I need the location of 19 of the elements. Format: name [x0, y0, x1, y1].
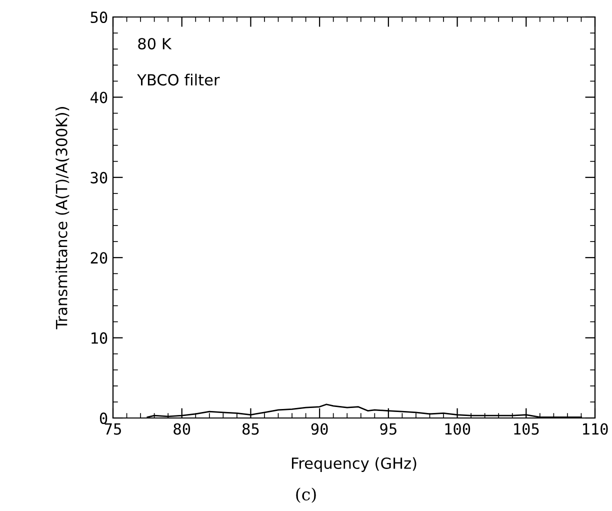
- x-tick-label: 95: [380, 423, 396, 435]
- x-tick-label: 90: [311, 423, 328, 435]
- y-axis-title: Transmittance (A(T)/A(300K)): [56, 107, 70, 330]
- x-tick-label: 85: [242, 423, 259, 435]
- x-tick-label: 100: [445, 423, 470, 435]
- y-tick-label: 30: [90, 172, 108, 184]
- x-tick-label: 75: [104, 423, 121, 435]
- y-tick-label: 50: [90, 12, 108, 24]
- y-tick-label: 10: [92, 332, 108, 344]
- annotation: 80 K: [138, 38, 172, 50]
- x-axis-title: Frequency (GHz): [292, 457, 416, 472]
- text: (c): [296, 488, 316, 503]
- y-tick-label: 40: [90, 92, 108, 104]
- x-tick-label: 110: [583, 423, 608, 435]
- x-tick-label: 105: [514, 423, 539, 435]
- y-tick-label: 20: [90, 252, 108, 264]
- annotation: YBCO filter: [137, 74, 220, 86]
- y-tick-label: 0: [100, 412, 108, 424]
- x-tick-label: 80: [174, 423, 190, 435]
